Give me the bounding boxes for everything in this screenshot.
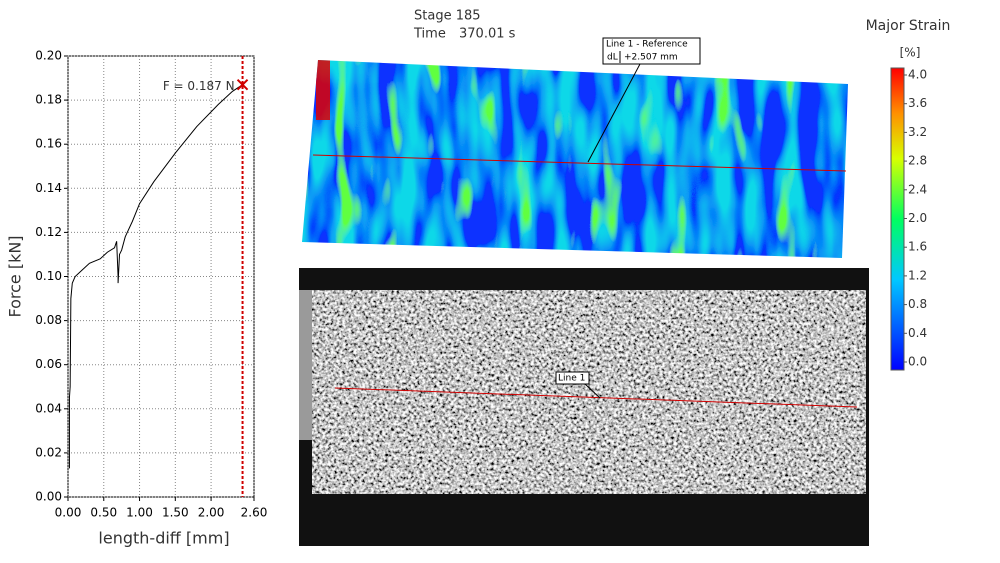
stage: Stage 185: [414, 9, 481, 24]
x-tick-label: 1.50: [162, 506, 189, 520]
colorbar-tick-label: 0.4: [908, 326, 927, 340]
force-annotation: F = 0.187 N: [163, 79, 235, 93]
line-label: Line 1: [558, 374, 585, 384]
y-tick-label: 0.00: [35, 490, 62, 504]
colorbar-title: Major Strain: [866, 18, 951, 34]
leader: [587, 63, 641, 163]
colorbar-tick-label: 2.0: [908, 211, 927, 225]
y-tick-label: 0.06: [35, 357, 62, 371]
colorbar-tick-label: 2.8: [908, 154, 927, 168]
colorbar-tick-label: 2.4: [908, 182, 927, 196]
y-tick-label: 0.08: [35, 313, 62, 327]
colorbar-tick-label: 1.2: [908, 268, 927, 282]
x-axis-label: length-diff [mm]: [98, 529, 229, 548]
strain-line: [312, 154, 847, 172]
leader: [584, 383, 601, 399]
y-tick-label: 0.02: [35, 445, 62, 459]
camera-image: [299, 268, 869, 546]
colorbar-tick-label: 4.0: [908, 68, 927, 82]
colorbar-tick-label: 3.6: [908, 96, 927, 110]
current-marker: [236, 78, 249, 91]
colorbar-tick-label: 0.0: [908, 355, 927, 369]
time: 370.01 s: [459, 27, 516, 42]
x-tick-label: 2.60: [241, 506, 268, 520]
colorbar-tick-label: 3.2: [908, 125, 927, 139]
y-tick-label: 0.12: [35, 225, 62, 239]
y-axis-label: Force [kN]: [6, 235, 25, 317]
reference-label: Line 1 - Reference: [606, 40, 688, 50]
x-tick-label: 0.50: [90, 506, 117, 520]
strain-map: [302, 60, 848, 258]
x-tick-label: 2.00: [198, 506, 225, 520]
force-curve: [68, 84, 243, 469]
y-tick-label: 0.14: [35, 181, 62, 195]
colorbar-tick-label: 1.6: [908, 240, 927, 254]
y-tick-label: 0.10: [35, 269, 62, 283]
dl-name: dL: [607, 53, 618, 63]
time-label: Time: [413, 27, 446, 42]
y-tick-label: 0.18: [35, 93, 62, 107]
x-tick-label: 1.00: [126, 506, 153, 520]
y-tick-label: 0.20: [35, 49, 62, 63]
colorbar-unit: [%]: [900, 46, 921, 60]
x-tick-label: 0.00: [55, 506, 82, 520]
y-tick-label: 0.04: [35, 401, 62, 415]
colorbar-tick-label: 0.8: [908, 297, 927, 311]
dl-value: +2.507 mm: [624, 53, 678, 63]
y-tick-label: 0.16: [35, 137, 62, 151]
image-line: [334, 387, 858, 408]
colorbar: [890, 67, 905, 371]
label-box: [555, 371, 590, 385]
label-box: [602, 37, 701, 65]
